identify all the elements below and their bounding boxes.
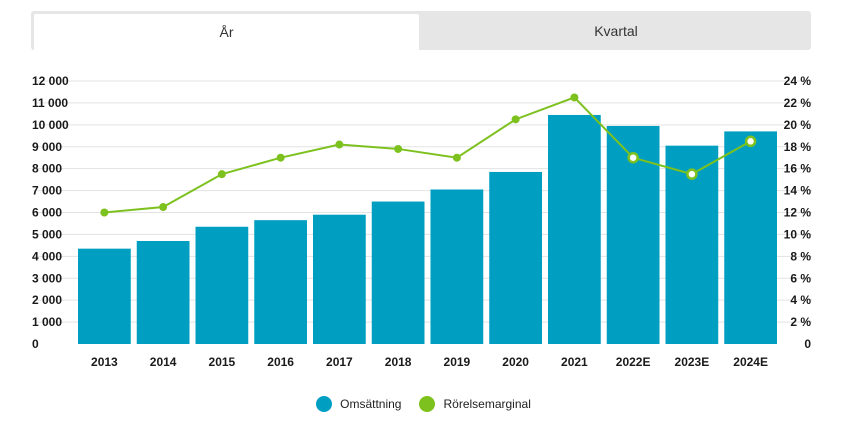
- x-tick-label: 2022E: [616, 355, 651, 369]
- tab-year[interactable]: År: [34, 14, 419, 50]
- y-right-tick-label: 4 %: [790, 293, 811, 307]
- x-tick-label: 2020: [502, 355, 529, 369]
- legend-marker-revenue: [316, 396, 333, 412]
- x-tick-label: 2017: [326, 355, 353, 369]
- y-right-tick-label: 12 %: [784, 206, 812, 220]
- bar: [430, 189, 484, 344]
- x-tick-label: 2015: [209, 355, 236, 369]
- bar: [548, 114, 601, 345]
- bar: [371, 201, 425, 344]
- margin-point: [100, 208, 109, 217]
- y-right-tick-label: 18 %: [784, 140, 812, 154]
- margin-point: [217, 170, 226, 179]
- y-left-tick-label: 2 000: [32, 293, 62, 307]
- x-tick-label: 2024E: [733, 355, 768, 369]
- margin-point: [394, 144, 403, 153]
- x-tick-label: 2014: [150, 355, 177, 369]
- x-tick-label: 2021: [561, 355, 588, 369]
- y-right-tick-label: 10 %: [784, 227, 812, 241]
- legend-item-revenue[interactable]: Omsättning: [316, 396, 401, 412]
- legend-marker-margin: [419, 396, 436, 412]
- y-left-tick-label: 7 000: [32, 184, 62, 198]
- y-right-tick-label: 16 %: [784, 162, 812, 176]
- y-left-tick-label: 4 000: [32, 249, 62, 263]
- period-tabs: År Kvartal: [31, 11, 811, 50]
- y-right-tick-label: 20 %: [784, 118, 812, 132]
- margin-point: [159, 203, 168, 212]
- bar: [254, 220, 307, 344]
- bar: [313, 214, 366, 344]
- margin-point: [276, 153, 285, 162]
- y-right-tick-label: 8 %: [790, 249, 811, 263]
- y-right-tick-label: 0: [804, 337, 811, 351]
- margin-point: [570, 93, 579, 102]
- y-left-tick-label: 3 000: [32, 271, 62, 285]
- margin-point: [335, 140, 344, 149]
- bar: [724, 131, 777, 344]
- bar: [136, 240, 190, 344]
- legend-item-margin[interactable]: Rörelsemarginal: [419, 396, 531, 412]
- y-left-tick-label: 1 000: [32, 315, 62, 329]
- x-tick-label: 2013: [91, 355, 118, 369]
- y-left-tick-label: 11 000: [32, 96, 68, 110]
- y-left-tick-label: 6 000: [32, 206, 62, 220]
- combo-chart: 0 1 000 2 000 3 000 4 000 5 000 6 000 7 000 8 00…: [32, 74, 812, 369]
- x-tick-label: 2023E: [675, 355, 710, 369]
- y-right-tick-label: 14 %: [784, 184, 812, 198]
- legend-label-revenue: Omsättning: [340, 397, 402, 411]
- margin-point: [452, 153, 461, 162]
- y-right-tick-label: 22 %: [784, 96, 812, 110]
- y-left-tick-label: 0: [32, 337, 39, 351]
- x-tick-label: 2019: [444, 355, 471, 369]
- y-right-tick-label: 24 %: [784, 74, 812, 88]
- margin-point: [511, 115, 520, 124]
- bar: [78, 248, 131, 344]
- y-left-tick-label: 5 000: [32, 227, 62, 241]
- y-left-tick-label: 8 000: [32, 162, 62, 176]
- x-tick-label: 2016: [267, 355, 294, 369]
- bar: [195, 226, 249, 344]
- margin-point: [744, 135, 757, 148]
- x-tick-label: 2018: [385, 355, 412, 369]
- margin-line: [104, 96, 752, 214]
- y-right-tick-label: 2 %: [790, 315, 811, 329]
- bar: [489, 171, 542, 344]
- tab-quarter[interactable]: Kvartal: [594, 22, 638, 39]
- y-right-tick-label: 6 %: [790, 271, 811, 285]
- legend-label-margin: Rörelsemarginal: [443, 397, 531, 411]
- margin-point: [686, 168, 698, 180]
- chart-legend: Omsättning Rörelsemarginal: [0, 394, 847, 414]
- y-left-tick-label: 12 000: [32, 74, 69, 88]
- y-left-tick-label: 9 000: [32, 140, 62, 154]
- y-left-tick-label: 10 000: [32, 118, 69, 132]
- margin-point: [627, 151, 639, 164]
